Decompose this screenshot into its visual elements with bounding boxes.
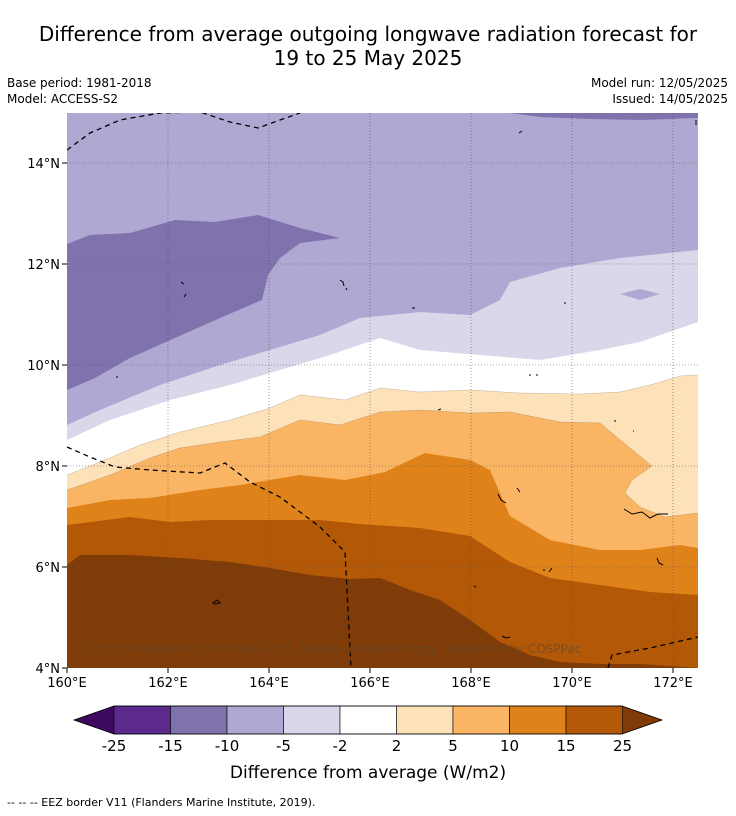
lat-label: 10°N (27, 359, 60, 374)
colorbar-segment (113, 705, 171, 735)
lon-label: 168°E (451, 676, 491, 691)
graticule (67, 113, 698, 668)
band-top-strip (510, 113, 698, 120)
latitude-labels: 14°N 12°N 10°N 8°N 6°N 4°N (27, 157, 60, 677)
lat-label: 8°N (36, 460, 61, 475)
colorbar-segment (283, 705, 341, 735)
colorbar-tick-label: 5 (448, 737, 458, 755)
issued-date: Issued: 14/05/2025 (612, 92, 728, 106)
colorbar-segment (509, 705, 567, 735)
lon-label: 160°E (47, 676, 87, 691)
colorbar-segment (226, 705, 284, 735)
colorbar-label: Difference from average (W/m2) (230, 763, 506, 783)
base-period: Base period: 1981-2018 (7, 76, 152, 90)
colorbar-tick-label: -2 (333, 737, 348, 755)
colorbar-tick-label: 10 (500, 737, 519, 755)
lat-label: 6°N (36, 561, 61, 576)
colorbar-segment (565, 705, 623, 735)
meta-left: Base period: 1981-2018 Model: ACCESS-S2 (7, 75, 152, 107)
colorbar-tick-label: 2 (392, 737, 402, 755)
model-name: Model: ACCESS-S2 (7, 92, 119, 106)
map-title: Difference from average outgoing longwav… (0, 22, 736, 70)
meta-right: Model run: 12/05/2025 Issued: 14/05/2025 (591, 75, 728, 107)
colorbar-tick-label: 15 (556, 737, 575, 755)
colorbar-segment (339, 705, 397, 735)
lon-label: 172°E (653, 676, 693, 691)
model-run: Model run: 12/05/2025 (590, 76, 728, 90)
longitude-labels: 160°E 162°E 164°E 166°E 168°E 170°E 172°… (47, 676, 693, 691)
lon-label: 162°E (148, 676, 188, 691)
title-line-2: 19 to 25 May 2025 (273, 46, 463, 70)
colorbar-tick-label: -5 (276, 737, 291, 755)
colorbar-over-arrow (622, 706, 662, 734)
axis-ticks (62, 162, 674, 673)
title-line-1: Difference from average outgoing longwav… (38, 22, 698, 46)
island-outlines (116, 120, 697, 639)
eez-borders (67, 113, 698, 668)
lat-label: 12°N (27, 258, 60, 273)
lat-label: 14°N (27, 157, 60, 172)
lon-label: 164°E (249, 676, 289, 691)
colorbar-tick-label: -10 (215, 737, 240, 755)
copyright-text: © Commonwealth of Australia 2025, Bureau… (76, 642, 581, 656)
colorbar-segment (452, 705, 510, 735)
colorbar-tick-label: -25 (102, 737, 127, 755)
band-over-25 (67, 555, 698, 668)
eez-legend-note: -- -- -- EEZ border V11 (Flanders Marine… (7, 796, 316, 809)
colorbar: -25 -15 -10 -5 -2 2 5 10 15 25 (72, 705, 664, 755)
colorbar-segment (170, 705, 228, 735)
colorbar-under-arrow (74, 706, 114, 734)
contour-fills: © Commonwealth of Australia 2025, Bureau… (67, 113, 698, 668)
lat-label: 4°N (36, 662, 61, 677)
colorbar-segment (396, 705, 454, 735)
colorbar-tick-label: -15 (158, 737, 183, 755)
lon-label: 170°E (552, 676, 592, 691)
lon-label: 166°E (350, 676, 390, 691)
band-minus10-minus15 (67, 215, 340, 390)
colorbar-tick-label: 25 (613, 737, 632, 755)
band-small-blob (620, 289, 660, 300)
